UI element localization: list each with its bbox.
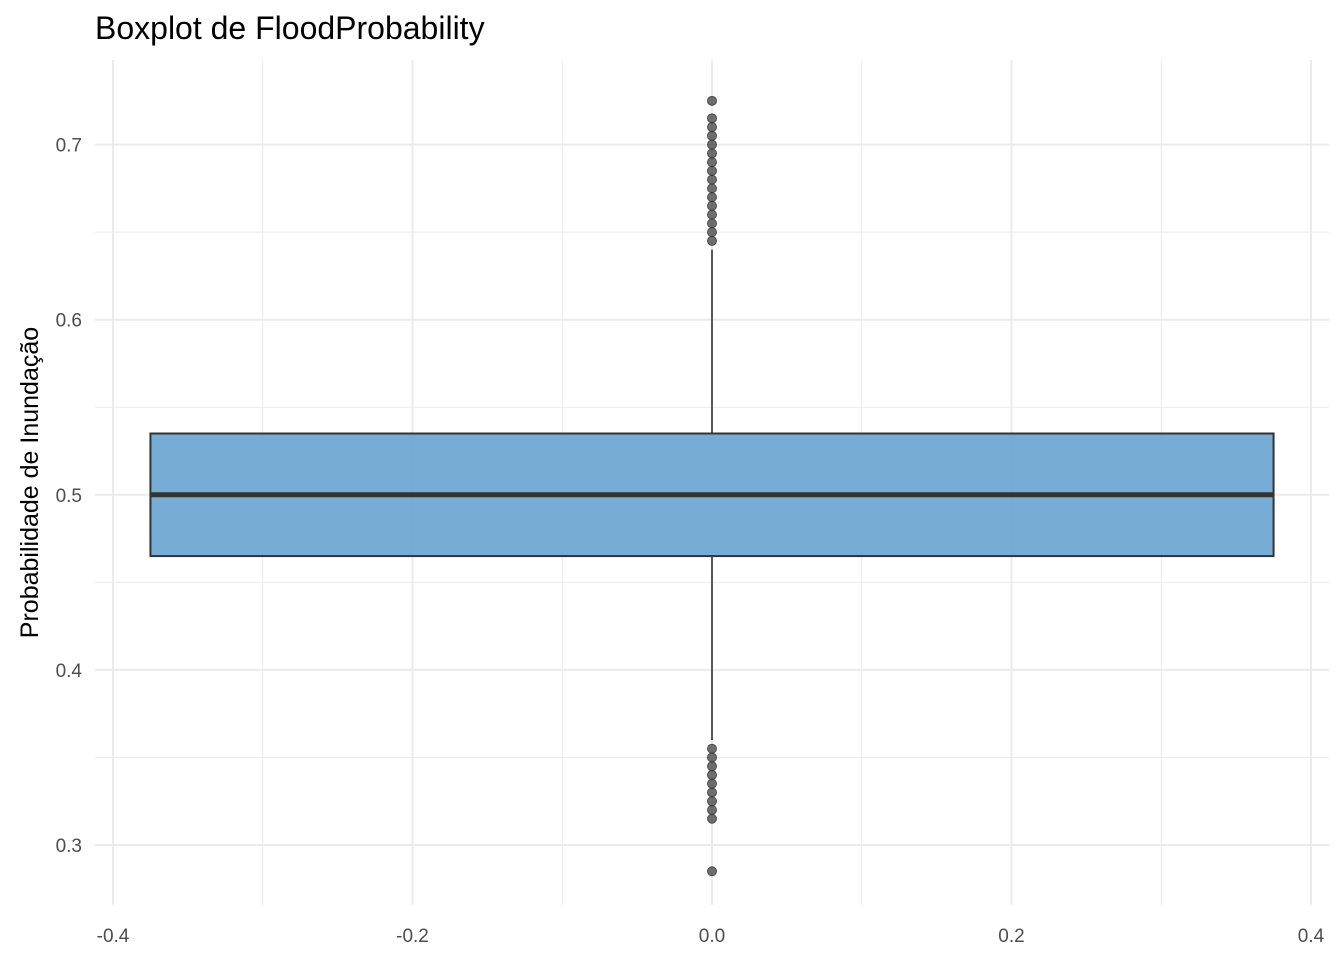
outlier-point	[707, 866, 717, 877]
x-tick-label: 0.2	[998, 926, 1024, 947]
y-tick-label: 0.6	[56, 311, 82, 332]
y-tick-label: 0.4	[56, 661, 83, 682]
y-tick-label: 0.5	[56, 486, 82, 507]
outlier-point	[707, 769, 717, 780]
y-tick-label: 0.7	[56, 136, 82, 157]
outlier-point	[707, 787, 717, 798]
outlier-point	[707, 752, 717, 763]
outlier-point	[707, 796, 717, 807]
outlier-point	[707, 778, 717, 789]
x-tick-label: -0.2	[396, 926, 429, 947]
outlier-point	[707, 743, 717, 754]
outlier-point	[707, 227, 717, 238]
tick-labels: -0.4 -0.2 0.0 0.2 0.4 0.3 0.4 0.5 0.6 0.7	[56, 136, 1325, 947]
outlier-point	[707, 165, 717, 176]
outlier-point	[707, 174, 717, 185]
outlier-point	[707, 192, 717, 203]
outlier-point	[707, 235, 717, 246]
outlier-point	[707, 122, 717, 133]
outlier-point	[707, 157, 717, 168]
outlier-point	[707, 130, 717, 141]
outlier-point	[707, 139, 717, 150]
outlier-point	[707, 761, 717, 772]
outlier-point	[707, 200, 717, 211]
x-tick-label: 0.4	[1298, 926, 1325, 947]
outlier-point	[707, 183, 717, 194]
y-tick-label: 0.3	[56, 836, 82, 857]
chart-title: Boxplot de FloodProbability	[95, 10, 485, 46]
chart-marks	[149, 95, 1275, 877]
y-axis-title: Probabilidade de Inundação	[16, 327, 44, 638]
outlier-point	[707, 113, 717, 124]
x-tick-label: -0.4	[97, 926, 130, 947]
outlier-point	[707, 209, 717, 220]
outlier-point	[707, 804, 717, 815]
outlier-point	[707, 813, 717, 824]
outlier-point	[707, 95, 717, 106]
outlier-point	[707, 148, 717, 159]
outlier-point	[707, 218, 717, 229]
x-tick-label: 0.0	[699, 926, 725, 947]
